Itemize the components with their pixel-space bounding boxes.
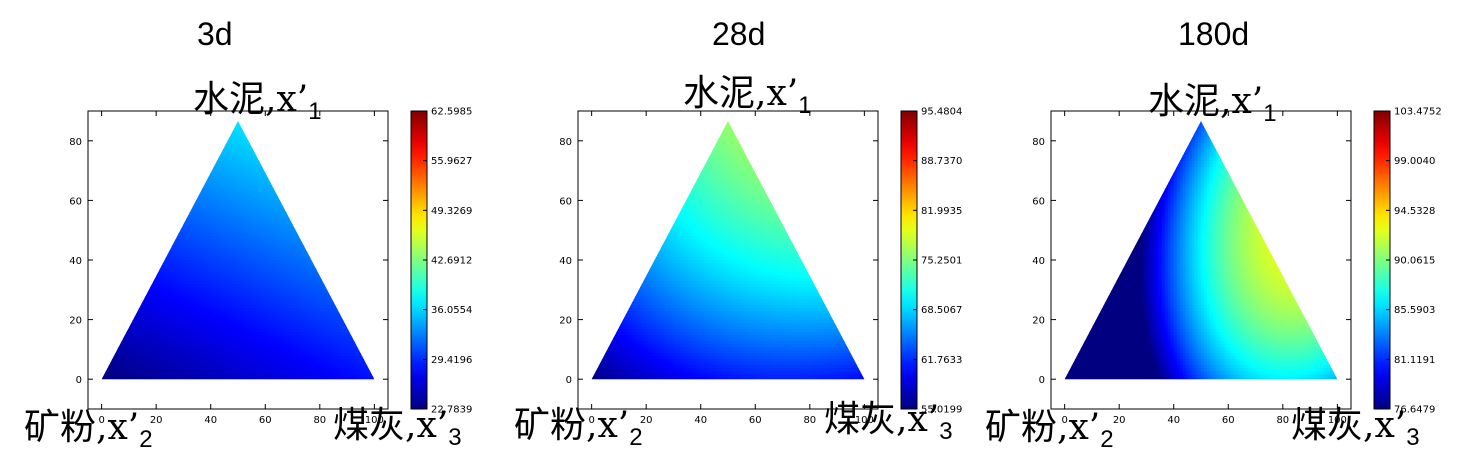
colorbar-tick-label: 36.0554: [431, 305, 472, 316]
vertex-label-right-sub: 3: [939, 418, 952, 445]
vertex-label-left: 矿粉,x’2: [514, 396, 643, 452]
x-tick-label: 100: [1328, 415, 1347, 426]
chart-title: 3d: [197, 16, 233, 53]
vertex-label-left-text: 矿粉,x’: [24, 407, 139, 448]
x-tick-label: 100: [855, 415, 874, 426]
vertex-label-top: 水泥,x’1: [683, 64, 812, 120]
y-tick-label: 0: [566, 375, 572, 386]
vertex-label-top-text: 水泥,x’: [1148, 81, 1263, 122]
colorbar-tick-label: 99.0040: [1394, 156, 1435, 167]
vertex-label-left: 矿粉,x’2: [24, 398, 153, 454]
x-tick-label: 100: [365, 415, 384, 426]
vertex-label-top-sub: 1: [308, 98, 321, 125]
colorbar-tick-label: 62.5985: [431, 107, 472, 118]
x-tick-label: 0: [1061, 415, 1067, 426]
vertex-label-left-sub: 2: [629, 424, 642, 451]
x-tick-label: 0: [588, 415, 594, 426]
x-tick-label: 20: [150, 415, 163, 426]
vertex-label-left: 矿粉,x’2: [985, 398, 1114, 454]
y-tick-label: 0: [76, 375, 82, 386]
vertex-label-right-sub: 3: [1406, 424, 1419, 451]
y-tick-label: 20: [1032, 316, 1045, 327]
chart-panel-180d: 180d 0 20 40 60 80 100 0 20 40 60 80 76.6479 81.1191…: [985, 0, 1475, 468]
vertex-label-top: 水泥,x’1: [1148, 72, 1277, 128]
y-tick-label: 40: [559, 256, 572, 267]
ternary-heatmap-field: [1064, 121, 1338, 380]
ternary-chart: 0 20 40 60 80 100 0 20 40 60 80 76.6479 81.1191 85.59…: [1032, 107, 1442, 427]
x-tick-label: 60: [1222, 415, 1235, 426]
colorbar-tick-label: 81.9935: [921, 206, 962, 217]
colorbar-tick-label: 29.4196: [431, 355, 472, 366]
x-tick-label: 80: [313, 415, 326, 426]
colorbar-tick-label: 81.1191: [1394, 355, 1435, 366]
vertex-label-left-text: 矿粉,x’: [514, 405, 629, 446]
x-tick-label: 60: [259, 415, 272, 426]
vertex-label-right: 煤灰,x’3: [333, 396, 462, 452]
colorbar-tick-label: 55.9627: [431, 156, 472, 167]
vertex-label-right-text: 煤灰,x’: [824, 399, 939, 440]
chart-panel-3d: 3d 0 20 40 60 80 100 0 20 40 60 80 22.7839 29.4196 36…: [0, 0, 490, 468]
y-tick-label: 20: [69, 316, 82, 327]
chart-panel-28d: 28d 0 20 40 60 80 100 0 20 40 60 80 55.0199 61.7633 6…: [490, 0, 980, 468]
y-tick-label: 60: [1032, 196, 1045, 207]
x-tick-label: 20: [1113, 415, 1126, 426]
ternary-chart: 0 20 40 60 80 100 0 20 40 60 80 22.7839 29.4196 36.05…: [69, 107, 472, 427]
x-tick-label: 20: [640, 415, 653, 426]
colorbar-tick-label: 68.5067: [921, 305, 962, 316]
vertex-label-left-sub: 2: [1100, 426, 1113, 453]
colorbar-tick-label: 61.7633: [921, 355, 962, 366]
y-tick-label: 40: [1032, 256, 1045, 267]
vertex-label-left-sub: 2: [139, 426, 152, 453]
colorbar-tick-label: 22.7839: [431, 405, 472, 416]
colorbar-tick-label: 90.0615: [1394, 256, 1435, 267]
x-tick-label: 40: [204, 415, 217, 426]
ternary-heatmap-field: [591, 121, 865, 380]
x-tick-label: 40: [1167, 415, 1180, 426]
y-tick-label: 60: [69, 196, 82, 207]
vertex-label-top-text: 水泥,x’: [193, 79, 308, 120]
x-tick-label: 80: [1276, 415, 1289, 426]
colorbar-tick-label: 76.6479: [1394, 405, 1435, 416]
colorbar-tick-label: 85.5903: [1394, 305, 1435, 316]
y-tick-label: 20: [559, 316, 572, 327]
x-tick-label: 60: [749, 415, 762, 426]
vertex-label-top-sub: 1: [798, 92, 811, 119]
vertex-label-left-text: 矿粉,x’: [985, 407, 1100, 448]
vertex-label-right-sub: 3: [448, 424, 461, 451]
colorbar-tick-label: 49.3269: [431, 206, 472, 217]
colorbar-tick-label: 88.7370: [921, 156, 962, 167]
ternary-chart: 0 20 40 60 80 100 0 20 40 60 80 55.0199 61.7633 68.50…: [559, 107, 962, 427]
vertex-label-right: 煤灰,x’3: [1291, 396, 1420, 452]
colorbar-tick-label: 55.0199: [921, 405, 962, 416]
chart-title: 28d: [712, 16, 765, 53]
x-tick-label: 0: [98, 415, 104, 426]
ternary-heatmap-field: [101, 121, 375, 380]
vertex-label-right-text: 煤灰,x’: [1291, 405, 1406, 446]
x-tick-label: 40: [694, 415, 707, 426]
colorbar-tick-label: 42.6912: [431, 256, 472, 267]
y-tick-label: 80: [559, 137, 572, 148]
vertex-label-right: 煤灰,x’3: [824, 390, 953, 446]
y-tick-label: 0: [1039, 375, 1045, 386]
colorbar-tick-label: 103.4752: [1394, 107, 1442, 118]
y-tick-label: 80: [1032, 137, 1045, 148]
vertex-label-top: 水泥,x’1: [193, 70, 322, 126]
chart-title: 180d: [1178, 16, 1249, 53]
vertex-label-right-text: 煤灰,x’: [333, 405, 448, 446]
vertex-label-top-sub: 1: [1263, 100, 1276, 127]
y-tick-label: 40: [69, 256, 82, 267]
colorbar-tick-label: 95.4804: [921, 107, 962, 118]
colorbar-tick-label: 94.5328: [1394, 206, 1435, 217]
x-tick-label: 80: [803, 415, 816, 426]
y-tick-label: 60: [559, 196, 572, 207]
y-tick-label: 80: [69, 137, 82, 148]
vertex-label-top-text: 水泥,x’: [683, 73, 798, 114]
colorbar-tick-label: 75.2501: [921, 256, 962, 267]
